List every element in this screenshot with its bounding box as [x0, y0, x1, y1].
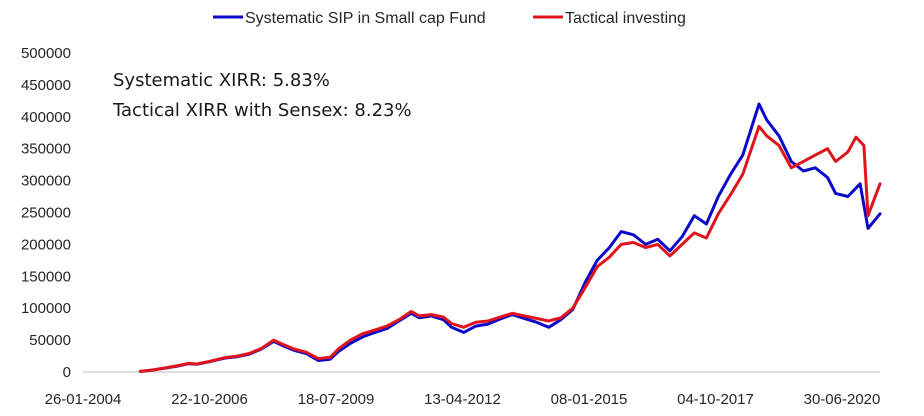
- y-tick-label: 50000: [29, 332, 71, 349]
- series-line-systematic-sip: [138, 102, 882, 373]
- series-layer: [138, 102, 882, 373]
- y-tick-label: 200000: [21, 236, 71, 253]
- x-tick-label: 08-01-2015: [551, 391, 628, 408]
- legend-label-tactical-investing: Tactical investing: [565, 10, 686, 27]
- y-tick-label: 450000: [21, 77, 71, 94]
- x-axis: 26-01-2004 22-10-2006 18-07-2009 13-04-2012…: [45, 371, 881, 408]
- x-tick-label: 13-04-2012: [424, 391, 501, 408]
- y-tick-label: 350000: [21, 141, 71, 158]
- y-tick-label: 400000: [21, 109, 71, 126]
- y-tick-label: 150000: [21, 268, 71, 285]
- y-axis: 0 50000 100000 150000 200000 250000 300000 3500…: [21, 45, 71, 381]
- legend-label-systematic-sip: Systematic SIP in Small cap Fund: [245, 10, 486, 27]
- y-tick-label: 250000: [21, 205, 71, 222]
- x-tick-label: 18-07-2009: [298, 391, 375, 408]
- x-tick-label: 26-01-2004: [45, 391, 122, 408]
- tactical-xirr-annotation: Tactical XIRR with Sensex: 8.23%: [112, 100, 412, 121]
- systematic-xirr-annotation: Systematic XIRR: 5.83%: [113, 70, 330, 91]
- x-tick-label: 30-06-2020: [804, 391, 881, 408]
- x-tick-label: 22-10-2006: [171, 391, 248, 408]
- y-tick-label: 500000: [21, 45, 71, 62]
- x-tick-label: 04-10-2017: [677, 391, 754, 408]
- y-tick-label: 100000: [21, 300, 71, 317]
- series-line-tactical-investing: [138, 124, 882, 373]
- y-tick-label: 0: [63, 364, 71, 381]
- y-tick-label: 300000: [21, 173, 71, 190]
- legend: Systematic SIP in Small cap Fund Tactical…: [213, 10, 686, 27]
